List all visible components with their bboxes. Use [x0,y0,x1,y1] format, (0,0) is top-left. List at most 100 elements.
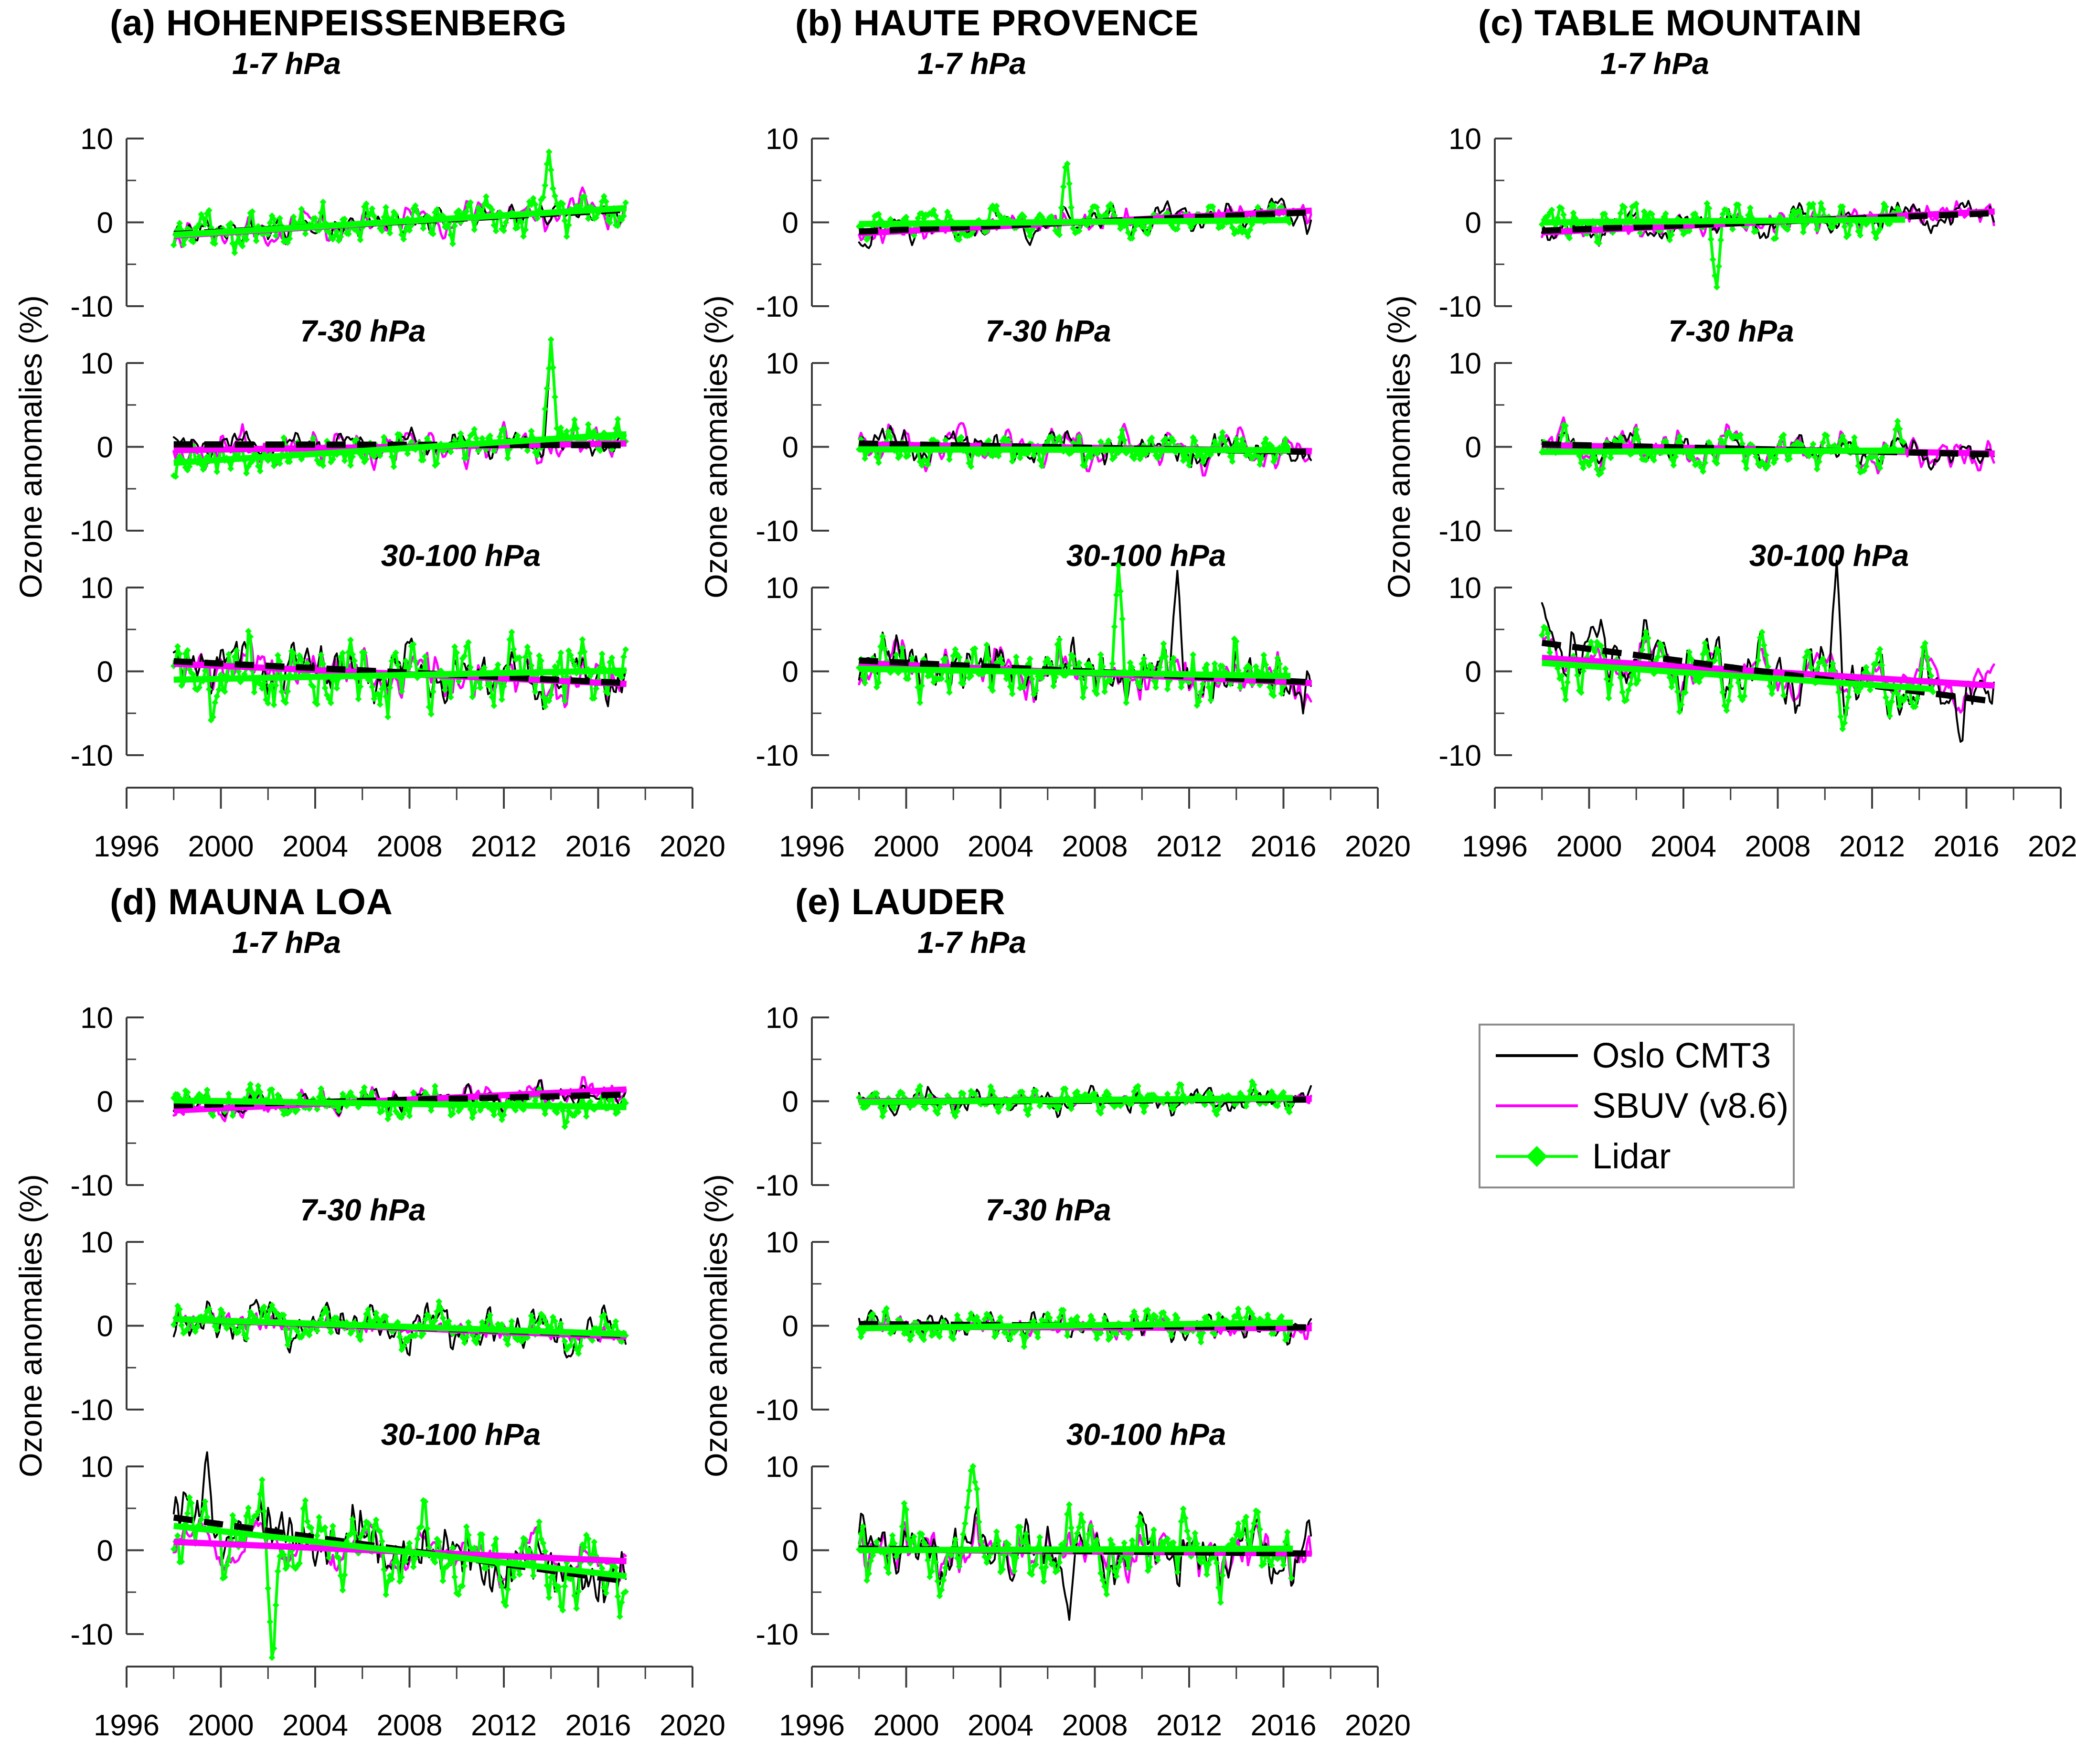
x-tick-label: 2012 [471,830,537,863]
y-tick-label: 10 [766,1002,798,1035]
trend-line-oslo-cmt3 [173,441,627,449]
y-tick-label: 0 [97,1535,113,1568]
series-line-lidar [1538,417,1907,478]
x-tick-label: 2016 [1251,1709,1317,1742]
y-tick-label: -10 [756,1169,798,1202]
y-tick-label: -10 [70,1394,113,1427]
panel-e-plot: Ozone anomalies (%) 10 0 -10 1-7 hPa 10 0 -10 7-… [698,925,1411,1742]
subplot-label: 30-100 hPa [1749,538,1909,573]
trend-line-lidar [1542,447,1906,455]
y-tick-label: 0 [1465,431,1481,464]
legend-row-oslo-cmt3: Oslo CMT3 [1480,1035,1793,1075]
series-line-lidar [170,148,629,257]
y-tick-label: -10 [756,1618,798,1651]
x-tick-label: 1996 [779,1709,845,1742]
panel-e-title: (e) LAUDER [795,882,1006,922]
x-tick-label: 2004 [1650,830,1716,863]
x-tick-label: 2008 [1062,830,1128,863]
trend-line-lidar [173,1315,627,1337]
y-tick-label: 0 [1465,207,1481,240]
subplot-label: 7-30 hPa [300,314,426,348]
x-tick-label: 2008 [1062,1709,1128,1742]
legend: Oslo CMT3 SBUV (v8.6) Lidar [1479,1024,1795,1188]
trend-line-lidar [173,1523,627,1580]
y-tick-label: -10 [70,1169,113,1202]
x-tick-label: 2016 [565,830,631,863]
y-tick-label: 10 [80,347,113,380]
legend-label-sbuv: SBUV (v8.6) [1592,1086,1789,1126]
x-tick-label: 1996 [94,1709,160,1742]
y-tick-label: -10 [756,290,798,323]
x-tick-label: 1996 [1462,830,1528,863]
y-tick-label: 0 [782,1086,798,1119]
subplot-label: 30-100 hPa [1066,538,1226,573]
subplot-label: 1-7 hPa [1600,46,1709,81]
y-tick-label: 10 [1448,572,1481,605]
series-line-lidar [170,336,629,480]
x-tick-label: 2008 [377,1709,443,1742]
y-tick-label: -10 [70,290,113,323]
y-tick-label: 0 [1465,656,1481,689]
lidar-line-swatch-icon [1496,1146,1578,1167]
x-tick-label: 2008 [377,830,443,863]
y-tick-label: -10 [70,1618,113,1651]
series-line-lidar [1538,623,1787,715]
y-tick-label: 10 [1448,347,1481,380]
x-tick-label: 2012 [471,1709,537,1742]
trend-line-lidar [173,205,627,238]
x-tick-label: 2020 [660,830,725,863]
trend-line-oslo-cmt3 [1541,640,1995,705]
panel-c-title: (c) TABLE MOUNTAIN [1478,3,1863,43]
y-tick-label: 10 [766,572,798,605]
panel-table-mountain: (c) TABLE MOUNTAIN Ozone anomalies (%) 10… [1381,2,2076,885]
y-axis-label: Ozone anomalies (%) [13,1174,48,1477]
x-tick-label: 2000 [1556,830,1622,863]
subplot-label: 1-7 hPa [232,925,341,960]
y-axis-label: Ozone anomalies (%) [13,295,48,599]
subplot-label: 30-100 hPa [1066,1417,1226,1452]
y-tick-label: -10 [70,739,113,772]
subplot-label: 7-30 hPa [985,314,1111,348]
trend-line-lidar [1542,660,1934,693]
x-tick-label: 2012 [1156,830,1222,863]
legend-row-sbuv: SBUV (v8.6) [1480,1088,1793,1123]
trend-line-lidar [173,431,627,466]
trend-line-lidar [859,1545,1293,1553]
x-tick-label: 2004 [282,830,348,863]
panel-a-title: (a) HOHENPEISSENBERG [110,3,567,43]
y-tick-label: 10 [766,347,798,380]
x-tick-label: 2020 [1345,1709,1411,1742]
panel-mauna-loa: (d) MAUNA LOA Ozone anomalies (%) 10 0 -10 1… [13,881,725,1764]
legend-label-oslo-cmt3: Oslo CMT3 [1592,1035,1771,1075]
y-tick-label: 10 [80,1226,113,1259]
y-tick-label: 10 [766,1451,798,1484]
y-tick-label: -10 [756,515,798,548]
y-tick-label: -10 [70,515,113,548]
panel-c-plot: Ozone anomalies (%) 10 0 -10 1-7 hPa 10 0 -10 7-… [1381,46,2076,863]
y-tick-label: -10 [756,1394,798,1427]
y-tick-label: 10 [80,572,113,605]
panel-hohenpeissenberg: (a) HOHENPEISSENBERG Ozone anomalies (%)… [13,2,725,885]
y-tick-label: -10 [1438,290,1481,323]
y-tick-label: 0 [782,431,798,464]
y-tick-label: 0 [97,1086,113,1119]
subplot-label: 1-7 hPa [917,925,1026,960]
panel-lauder: (e) LAUDER Ozone anomalies (%) 10 0 -10 1-7 … [698,881,1411,1764]
legend-label-lidar: Lidar [1592,1136,1671,1176]
legend-row-lidar: Lidar [1480,1139,1793,1174]
x-tick-label: 2000 [873,830,939,863]
trend-line-lidar [859,446,1291,453]
y-tick-label: 0 [97,431,113,464]
y-tick-label: -10 [1438,515,1481,548]
x-tick-label: 2020 [1345,830,1411,863]
y-axis-label: Ozone anomalies (%) [698,295,734,599]
panel-haute-provence: (b) HAUTE PROVENCE Ozone anomalies (%) 10… [698,2,1411,885]
series-line-lidar [1800,640,1937,732]
subplot-label: 7-30 hPa [300,1193,426,1227]
x-tick-label: 2012 [1156,1709,1222,1742]
y-tick-label: 0 [782,1535,798,1568]
x-tick-label: 1996 [94,830,160,863]
y-tick-label: 10 [1448,123,1481,156]
y-tick-label: 10 [766,123,798,156]
